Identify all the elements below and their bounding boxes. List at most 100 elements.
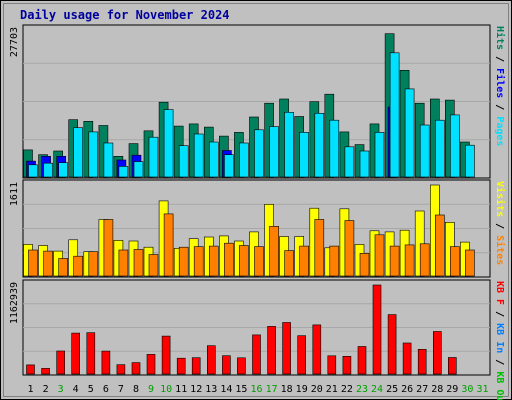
bar-pages-day-1 xyxy=(28,164,38,178)
bar-pages-day-14 xyxy=(224,154,234,178)
x-tick-label: 23 xyxy=(356,384,368,395)
chart-title: Daily usage for November 2024 xyxy=(20,8,230,22)
bar-kb-f-day-24 xyxy=(372,284,382,375)
x-tick-label: 13 xyxy=(205,384,217,395)
bar-sites-day-29 xyxy=(449,246,460,277)
series-legend: Hits / Files / Pages xyxy=(494,26,506,146)
legend-item-hits: Hits xyxy=(494,26,506,50)
x-tick-label: 16 xyxy=(250,384,262,395)
bar-kb-f-day-12 xyxy=(191,357,201,375)
bar-pages-day-9 xyxy=(148,136,159,178)
bar-kb-f-day-4 xyxy=(71,332,80,375)
bar-sites-day-16 xyxy=(254,246,264,277)
x-tick-label: 9 xyxy=(148,384,154,395)
bar-sites-day-18 xyxy=(284,250,294,277)
bar-pages-day-24 xyxy=(374,132,385,178)
x-tick-label: 14 xyxy=(220,384,232,395)
bar-kb-f-day-26 xyxy=(402,342,412,375)
bar-kb-f-day-20 xyxy=(312,324,322,375)
x-tick-label: 21 xyxy=(326,384,338,395)
bar-sites-day-9 xyxy=(148,254,159,277)
bar-pages-day-17 xyxy=(269,126,279,178)
bar-kb-f-day-9 xyxy=(146,354,156,375)
bar-sites-day-11 xyxy=(178,246,189,277)
x-tick-label: 20 xyxy=(311,384,323,395)
bar-sites-day-4 xyxy=(73,255,83,277)
bar-kb-f-day-5 xyxy=(86,332,96,375)
panel-visits-sites: 1611 Visits / Sites xyxy=(9,179,506,278)
legend-separator: / xyxy=(494,217,505,235)
legend-item-files: Files xyxy=(494,68,506,98)
x-tick-label: 18 xyxy=(281,384,293,395)
x-tick-label: 29 xyxy=(446,384,458,395)
y-max-label: 1611 xyxy=(9,182,20,206)
bar-sites-day-15 xyxy=(239,245,249,277)
bar-pages-day-28 xyxy=(434,119,445,178)
legend-item-kb-in: KB In xyxy=(494,323,505,353)
bar-pages-day-16 xyxy=(254,129,264,178)
legend-item-kb-f: KB F xyxy=(494,281,505,305)
bar-kb-f-day-2 xyxy=(41,368,50,375)
x-tick-label: 3 xyxy=(58,384,64,395)
bar-sites-day-19 xyxy=(299,245,310,277)
bar-sites-day-17 xyxy=(269,226,279,277)
bar-kb-f-day-22 xyxy=(342,355,352,375)
bar-sites-day-21 xyxy=(329,245,340,277)
x-tick-label: 6 xyxy=(103,384,109,395)
series-legend: Visits / Sites xyxy=(494,181,506,265)
bar-sites-day-10 xyxy=(163,213,174,277)
bar-kb-f-day-11 xyxy=(176,357,186,375)
x-tick-label: 24 xyxy=(371,384,383,395)
bar-kb-f-day-7 xyxy=(116,364,126,375)
y-max-label: 1162939 xyxy=(9,282,20,324)
bar-kb-f-day-18 xyxy=(282,322,291,375)
bar-pages-day-7 xyxy=(118,166,129,178)
x-tick-label: 1 xyxy=(27,384,33,395)
x-tick-label: 27 xyxy=(416,384,428,395)
x-tick-label: 5 xyxy=(88,384,94,395)
bar-pages-day-26 xyxy=(404,88,415,178)
bar-sites-day-12 xyxy=(193,246,204,277)
bar-pages-day-4 xyxy=(73,127,83,178)
bar-pages-day-5 xyxy=(88,131,99,178)
panel-hits-files-pages: 27703 Hits / Files / Pages xyxy=(9,24,506,179)
bar-sites-day-26 xyxy=(404,244,415,277)
x-tick-label: 25 xyxy=(386,384,398,395)
x-tick-label: 15 xyxy=(235,384,247,395)
series-legend: KB F / KB In / KB Out xyxy=(494,281,505,400)
bar-pages-day-2 xyxy=(43,162,53,178)
bar-sites-day-13 xyxy=(209,245,219,277)
bar-sites-day-5 xyxy=(88,251,99,277)
x-tick-label: 31 xyxy=(476,384,488,395)
bar-sites-day-22 xyxy=(344,220,355,277)
bar-kb-f-day-21 xyxy=(327,355,337,375)
bar-pages-day-22 xyxy=(344,146,355,178)
bar-sites-day-8 xyxy=(133,249,144,277)
x-tick-label: 11 xyxy=(175,384,187,395)
bar-sites-day-3 xyxy=(58,258,69,277)
bar-kb-f-day-28 xyxy=(432,331,442,375)
bar-pages-day-3 xyxy=(58,162,69,178)
bar-sites-day-7 xyxy=(118,249,129,277)
legend-item-sites: Sites xyxy=(494,235,506,265)
bar-sites-day-28 xyxy=(434,214,445,277)
x-tick-label: 4 xyxy=(73,384,79,395)
bar-pages-day-10 xyxy=(163,109,174,178)
bar-kb-f-day-23 xyxy=(357,346,367,375)
bar-pages-day-27 xyxy=(419,124,430,178)
bar-kb-f-day-3 xyxy=(56,350,66,375)
bar-kb-f-day-27 xyxy=(417,348,427,375)
bar-sites-day-1 xyxy=(28,249,38,277)
bar-kb-f-day-17 xyxy=(267,326,276,375)
bar-pages-day-15 xyxy=(239,142,249,178)
bar-pages-day-19 xyxy=(299,132,310,178)
bar-kb-f-day-6 xyxy=(101,350,111,375)
bar-kb-f-day-19 xyxy=(297,335,307,375)
bar-pages-day-11 xyxy=(178,145,189,178)
legend-separator: / xyxy=(494,98,505,116)
bar-sites-day-2 xyxy=(43,250,53,277)
panel-kb: 1162939 KB F / KB In / KB Out xyxy=(9,279,505,400)
x-tick-label: 28 xyxy=(431,384,443,395)
x-tick-label: 26 xyxy=(401,384,413,395)
